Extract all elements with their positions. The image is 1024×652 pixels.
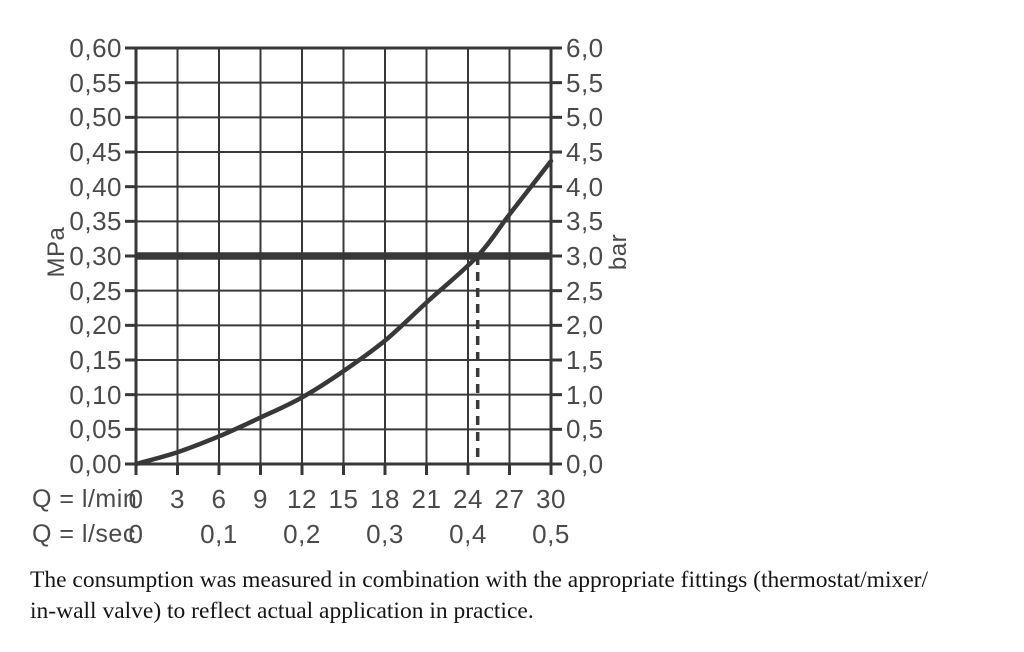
x-lsec-tick-label: 0	[128, 519, 144, 549]
caption-line-1: The consumption was measured in combinat…	[30, 567, 929, 593]
y-right-tick-label: 3,5	[566, 206, 604, 237]
x-lmin-tick-label: 0	[128, 484, 144, 514]
y-right-tick-label: 3,0	[566, 241, 604, 271]
y-left-tick-label: 0,35	[69, 206, 122, 237]
x-axis-primary-label: Q = l/min	[32, 485, 138, 513]
y-axis-right-unit-label: bar	[605, 233, 632, 271]
y-left-tick-label: 0,05	[69, 414, 122, 445]
caption: The consumption was measured in combinat…	[30, 565, 1010, 627]
x-lmin-tick-label: 27	[494, 484, 525, 514]
y-right-tick-label: 4,5	[566, 137, 604, 167]
x-lmin-tick-label: 21	[411, 484, 442, 514]
y-left-tick-label: 0,40	[69, 171, 122, 202]
flow-pressure-curve	[133, 158, 554, 467]
y-right-tick-label: 0,0	[566, 449, 604, 479]
y-right-tick-label: 1,5	[566, 345, 604, 375]
x-lmin-tick-label: 18	[370, 484, 400, 514]
y-left-tick-label: 0,20	[69, 310, 122, 341]
x-lmin-tick-label: 12	[287, 484, 317, 514]
y-right-tick-label: 2,5	[566, 275, 604, 306]
x-lsec-tick-label: 0,1	[200, 519, 238, 549]
y-right-tick-label: 4,0	[566, 171, 604, 202]
y-left-tick-label: 0,50	[69, 102, 122, 133]
x-lsec-tick-label: 0,5	[532, 519, 570, 549]
y-right-tick-label: 5,5	[566, 67, 604, 98]
y-left-tick-label: 0,45	[69, 137, 122, 167]
y-axis-left-unit-label: MPa	[43, 226, 70, 278]
x-lmin-tick-label: 3	[170, 484, 185, 514]
x-lmin-tick-label: 6	[211, 484, 227, 514]
x-lmin-tick-label: 24	[453, 484, 483, 514]
x-axis-secondary-label: Q = l/sec	[32, 520, 136, 548]
y-right-tick-label: 5,0	[566, 102, 604, 133]
y-left-tick-label: 0,30	[69, 241, 122, 271]
caption-line-2: in-wall valve) to reflect actual applica…	[30, 598, 534, 624]
x-lsec-tick-label: 0,3	[366, 519, 404, 549]
y-left-tick-label: 0,15	[69, 345, 122, 375]
y-left-tick-label: 0,55	[69, 67, 122, 98]
x-lmin-tick-label: 15	[328, 484, 359, 514]
x-lsec-tick-label: 0,4	[449, 519, 487, 549]
y-right-tick-label: 1,0	[566, 379, 604, 410]
y-right-tick-label: 2,0	[566, 310, 604, 341]
x-lmin-tick-label: 9	[253, 484, 268, 514]
y-right-tick-label: 6,0	[566, 33, 604, 63]
y-right-tick-label: 0,5	[566, 414, 604, 445]
y-left-tick-label: 0,60	[69, 33, 122, 63]
x-lsec-tick-label: 0,2	[283, 519, 321, 549]
y-left-tick-label: 0,00	[69, 449, 122, 479]
y-left-tick-label: 0,25	[69, 275, 122, 306]
y-left-tick-label: 0,10	[69, 379, 122, 410]
x-lmin-tick-label: 30	[536, 484, 566, 514]
